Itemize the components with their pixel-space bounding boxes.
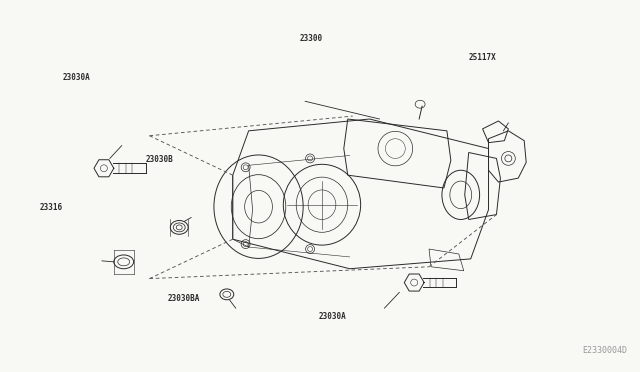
Text: 23030A: 23030A	[63, 73, 91, 82]
Text: 23316: 23316	[40, 203, 63, 212]
Text: E2330004D: E2330004D	[582, 346, 628, 355]
Text: 23030B: 23030B	[145, 155, 173, 164]
Text: 23030BA: 23030BA	[168, 294, 200, 304]
Text: 23300: 23300	[300, 34, 323, 43]
Text: 25117X: 25117X	[469, 52, 497, 62]
Text: 23030A: 23030A	[319, 312, 346, 321]
